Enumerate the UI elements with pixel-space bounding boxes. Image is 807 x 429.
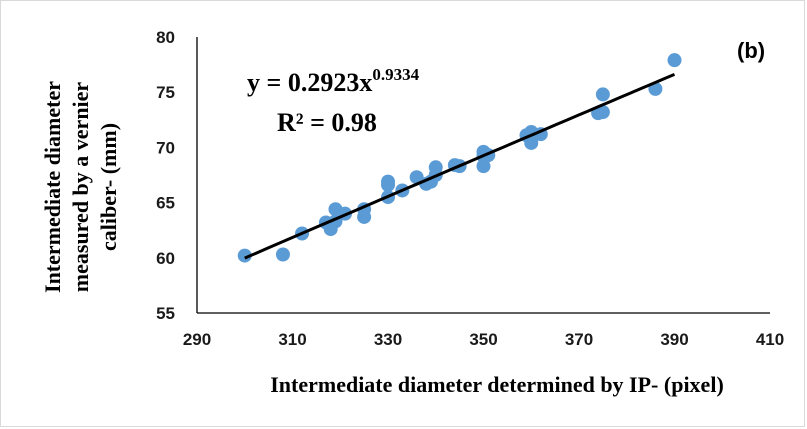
data-point: [275, 247, 290, 262]
x-tick-label: 390: [660, 330, 688, 349]
y-tick-labels: 55 60 65 70 75 80: [156, 28, 175, 323]
y-tick-label: 65: [156, 194, 175, 213]
x-tick-label: 410: [756, 330, 784, 349]
y-axis-title-line-3: caliber- (mm): [96, 123, 121, 251]
y-tick-label: 55: [156, 304, 175, 323]
trendline: [244, 72, 676, 260]
y-axis-title-line-2: measured by a vernier: [68, 82, 93, 293]
x-tick-label: 290: [183, 330, 211, 349]
panel-label: (b): [737, 38, 765, 63]
data-point: [595, 105, 610, 120]
data-point: [595, 87, 610, 102]
equation-exponent: 0.9334: [372, 65, 419, 84]
axes: [196, 37, 770, 314]
data-point: [357, 209, 372, 224]
y-tick-label: 80: [156, 28, 175, 47]
y-axis-title-line-1: Intermediate diameter: [40, 81, 65, 293]
x-tick-labels: 290 310 330 350 370 390 410: [183, 330, 784, 349]
x-tick-label: 350: [469, 330, 497, 349]
x-tick-label: 310: [278, 330, 306, 349]
x-axis-title: Intermediate diameter determined by IP- …: [270, 372, 724, 397]
x-tick-label: 370: [565, 330, 593, 349]
data-point: [381, 177, 395, 192]
y-tick-label: 60: [156, 249, 175, 268]
data-point: [476, 159, 491, 174]
data-point: [667, 53, 682, 68]
data-point: [524, 135, 539, 150]
data-point: [237, 248, 252, 263]
trendline-equation: y = 0.2923x0.9334: [247, 65, 420, 97]
y-tick-label: 75: [156, 83, 175, 102]
x-tick-label: 330: [374, 330, 402, 349]
r-squared-label: R² = 0.98: [277, 108, 377, 137]
y-axis-title: Intermediate diameter measured by a vern…: [40, 81, 121, 293]
equation-text: y = 0.2923x: [247, 68, 372, 97]
y-tick-label: 70: [156, 138, 175, 157]
